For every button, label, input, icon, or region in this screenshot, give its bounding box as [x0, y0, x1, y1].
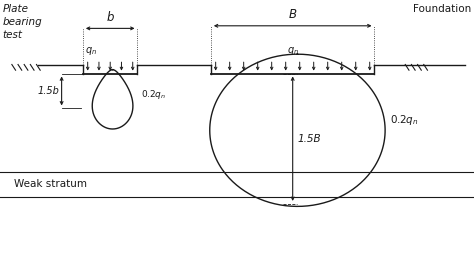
Text: $0.2q_n$: $0.2q_n$: [390, 113, 419, 127]
Text: 1.5b: 1.5b: [37, 86, 59, 96]
Text: bearing: bearing: [2, 17, 42, 27]
Text: $q_n$: $q_n$: [287, 45, 299, 57]
Text: B: B: [289, 8, 297, 21]
Text: $0.2q_n$: $0.2q_n$: [141, 88, 166, 101]
Text: Foundation: Foundation: [413, 4, 472, 14]
Text: 1.5B: 1.5B: [298, 134, 321, 144]
Text: Weak stratum: Weak stratum: [14, 180, 87, 189]
Text: $q_n$: $q_n$: [85, 45, 97, 57]
Text: Plate: Plate: [2, 4, 28, 14]
Text: b: b: [107, 11, 114, 24]
Text: test: test: [2, 30, 22, 40]
